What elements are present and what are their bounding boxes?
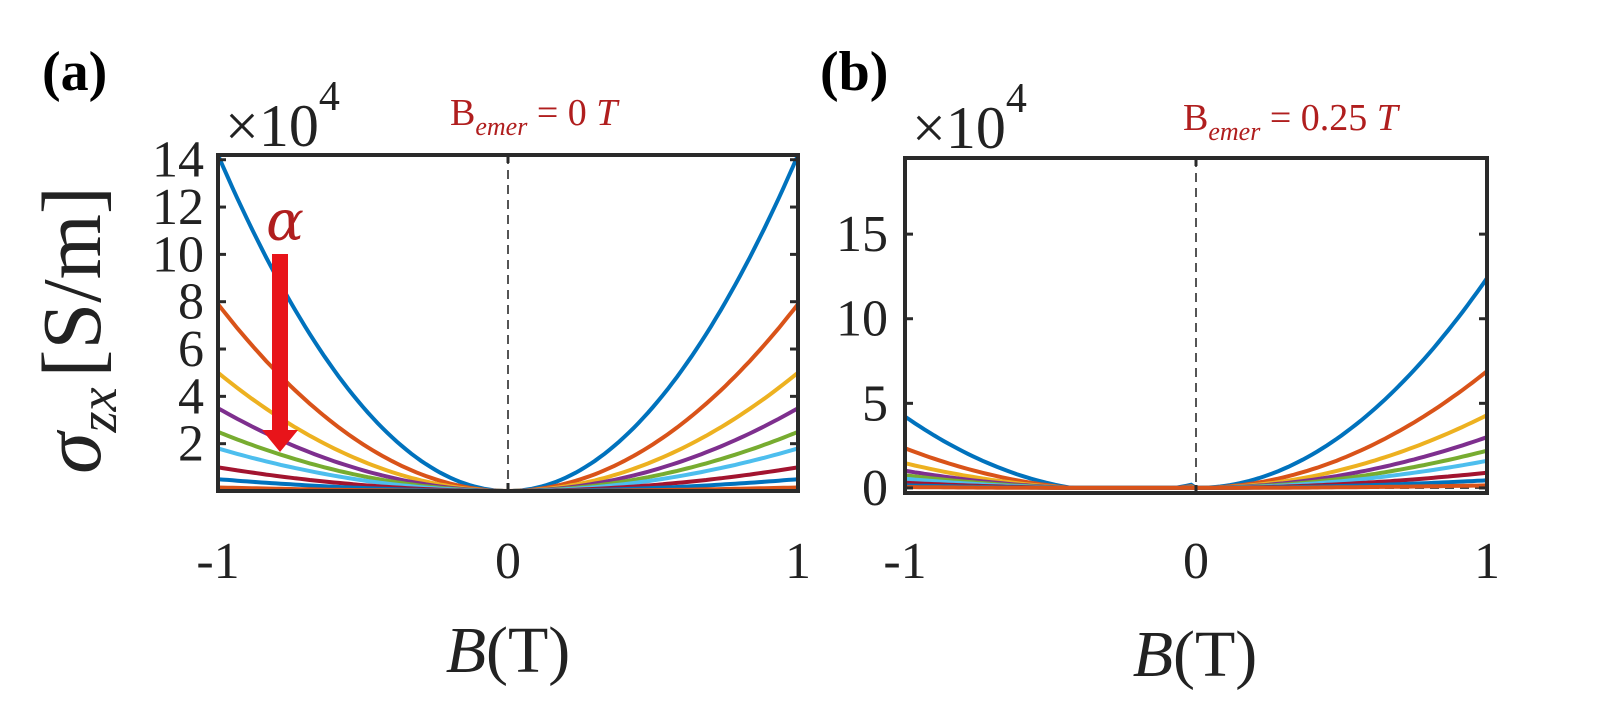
panel-a-y-tick-label: 12: [152, 179, 204, 236]
panel-b-y-tick-label: 15: [836, 206, 888, 263]
panel-a-annotation: Bemer = 0 T: [450, 92, 620, 141]
panel-a-x-tick-label: 1: [785, 533, 811, 590]
panel-b-exponent: ×104: [912, 76, 1027, 161]
panel-a-y-tick-label: 2: [178, 416, 204, 473]
panel-a-exponent: ×104: [225, 74, 340, 159]
panel-a-x-axis-label: B(T): [446, 614, 571, 687]
y-label-unit: [S/m]: [26, 186, 119, 377]
panel-a-y-tick-label: 14: [152, 132, 204, 189]
panel-b-x-tick-label: -1: [883, 533, 926, 590]
panel-b-x-tick-label: 1: [1474, 533, 1500, 590]
alpha-label: α: [266, 189, 304, 254]
y-axis-label: σzx [S/m]: [26, 186, 128, 474]
panel-b-label: (b): [820, 41, 888, 103]
y-label-symbol: σ: [26, 429, 119, 474]
panel-a-y-tick-label: 8: [178, 274, 204, 331]
panel-a-label: (a): [42, 41, 107, 103]
panel-a-y-tick-label: 10: [152, 226, 204, 283]
panel-b: (b) ×104 Bemer = 0.25 T 0 5 10 15 -1 0 1 B(T): [820, 41, 1500, 691]
panel-b-y-tick-label: 0: [862, 460, 888, 517]
svg-text:σzx[S/m]: σzx [S/m]: [26, 186, 128, 474]
panel-b-x-axis-label: B(T): [1133, 618, 1258, 691]
panel-a-y-tick-label: 4: [178, 368, 204, 425]
panel-a-x-tick-label: 0: [495, 533, 521, 590]
panel-a-x-tick-label: -1: [196, 533, 239, 590]
y-label-subscript: zx: [68, 387, 128, 433]
panel-b-annotation: Bemer = 0.25 T: [1183, 97, 1401, 146]
panel-b-plot-area: 0 5 10 15 -1 0 1: [836, 156, 1500, 590]
arrow-shaft: [272, 254, 288, 432]
panel-b-y-tick-label: 10: [836, 291, 888, 348]
panel-b-x-tick-label: 0: [1183, 533, 1209, 590]
arrow-head: [262, 430, 298, 452]
panel-a-y-tick-label: 6: [178, 321, 204, 378]
panel-b-y-tick-label: 5: [862, 375, 888, 432]
